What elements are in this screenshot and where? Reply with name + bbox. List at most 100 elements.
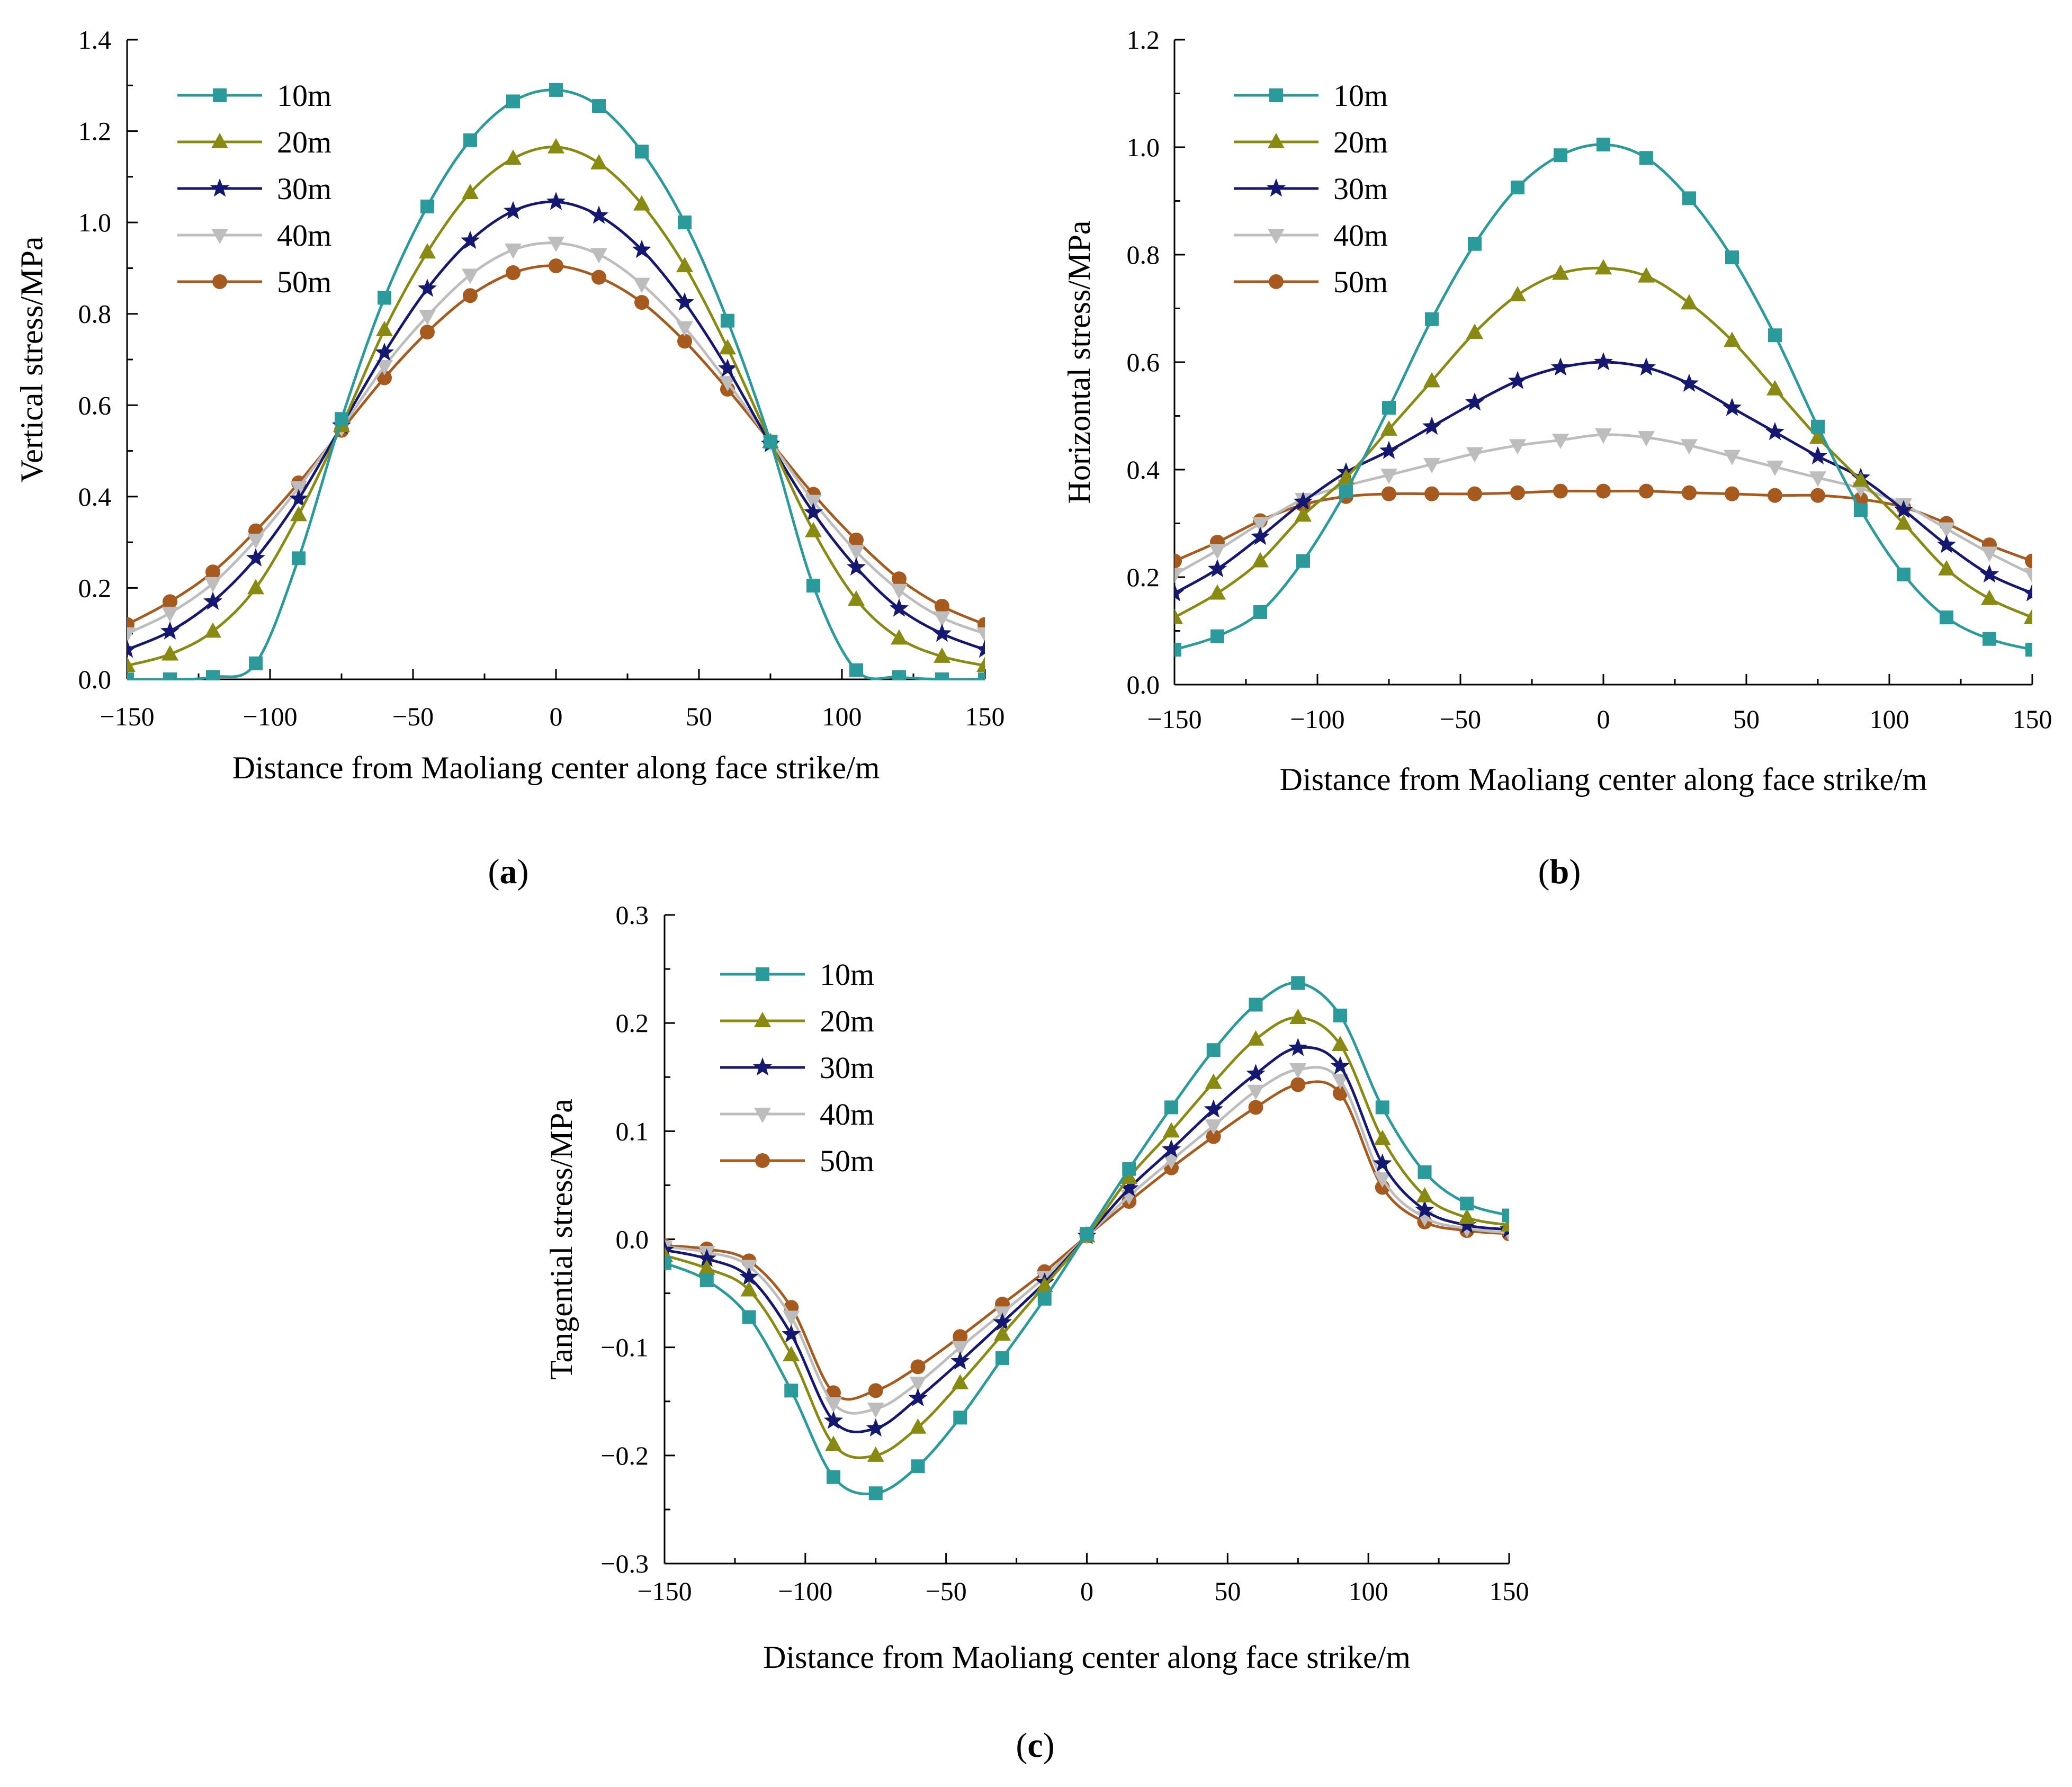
data-point-10m (1164, 1100, 1178, 1115)
legend-marker-40m (754, 1108, 771, 1123)
data-point-40m (719, 376, 736, 392)
series-line-40m (127, 241, 985, 635)
legend-label-40m: 40m (820, 1097, 874, 1132)
plot-area (1174, 137, 2032, 657)
chart-c-tangential-stress: −150 −100 −50 0 50 100 150 −0.3 −0.2 −0.1 0.0 0.1 0.… (544, 900, 1529, 1675)
legend-marker-30m (1266, 178, 1286, 197)
data-point-10m (1854, 503, 1868, 517)
data-point-40m (891, 583, 908, 599)
data-point-30m (503, 201, 523, 219)
data-point-10m (1502, 1208, 1509, 1223)
data-point-20m (247, 579, 264, 595)
data-point-40m (952, 1341, 969, 1357)
data-point-30m (717, 358, 738, 377)
y-tick-label: 1.4 (78, 25, 112, 55)
data-point-20m (934, 647, 950, 663)
data-point-50m (892, 571, 907, 587)
data-point-40m (1163, 1154, 1180, 1170)
data-point-50m (1768, 488, 1782, 503)
data-point-40m (1766, 460, 1783, 476)
data-point-50m (549, 258, 563, 274)
data-point-10m (163, 672, 177, 680)
data-point-10m (127, 672, 134, 680)
data-point-10m (1382, 401, 1396, 415)
data-point-40m (1724, 450, 1741, 465)
data-point-40m (162, 606, 178, 622)
x-tick-label: 100 (1870, 704, 1909, 734)
data-point-40m (1595, 428, 1612, 444)
data-point-10m (2025, 643, 2032, 657)
data-point-30m (2022, 583, 2032, 601)
data-point-30m (1246, 1064, 1266, 1082)
data-point-20m (1295, 506, 1312, 522)
data-point-20m (1380, 420, 1397, 436)
data-point-20m (127, 657, 136, 672)
data-point-30m (1207, 559, 1227, 578)
data-point-30m (160, 621, 180, 640)
data-point-20m (1338, 469, 1355, 484)
y-tick-label: 0.0 (1127, 670, 1160, 699)
x-tick-label: 100 (822, 702, 862, 731)
plot-area (665, 976, 1509, 1501)
x-tick-label: 150 (2013, 704, 2052, 734)
data-point-10m (784, 1384, 799, 1398)
data-point-40m (633, 277, 650, 293)
x-tick-label: 50 (686, 702, 712, 731)
data-point-30m (1508, 371, 1528, 389)
panel-label-b: (b) (1538, 852, 1581, 891)
data-point-50m (1510, 485, 1525, 500)
y-tick-label: 0.0 (78, 664, 112, 694)
data-point-10m (1249, 998, 1263, 1012)
data-point-20m (783, 1345, 800, 1361)
data-point-40m (805, 495, 822, 510)
y-tick-label: 1.0 (78, 208, 112, 237)
data-point-30m (1765, 422, 1785, 441)
legend-label-50m: 50m (277, 265, 331, 299)
data-point-30m (289, 489, 309, 507)
data-point-40m (1374, 1172, 1391, 1188)
x-tick-label: −150 (1147, 704, 1201, 734)
x-tick-label: −50 (1440, 704, 1481, 734)
y-tick-label: 0.0 (616, 1225, 649, 1254)
data-point-10m (1768, 328, 1782, 343)
data-point-50m (2025, 553, 2032, 569)
panel-label-c: (c) (1016, 1726, 1054, 1765)
data-point-50m (868, 1383, 883, 1398)
data-point-20m (1416, 1187, 1433, 1202)
data-point-20m (891, 629, 908, 645)
data-point-40m (825, 1397, 842, 1413)
data-point-10m (1418, 1165, 1432, 1179)
data-point-10m (721, 313, 734, 328)
data-point-20m (1252, 552, 1269, 568)
legend-label-20m: 20m (820, 1004, 874, 1038)
data-point-30m (546, 192, 566, 210)
legend: 10m 20m 30m 40m 50m (1234, 78, 1388, 299)
legend-marker-30m (210, 178, 230, 197)
data-point-20m (1852, 471, 1869, 487)
data-point-30m (1415, 1200, 1434, 1218)
data-point-30m (866, 1418, 885, 1437)
y-axis-title: Tangential stress/MPa (544, 1099, 579, 1380)
data-point-10m (592, 99, 606, 113)
legend-label-40m: 40m (277, 218, 331, 253)
legend-label-50m: 50m (1333, 265, 1388, 299)
legend-label-20m: 20m (277, 125, 331, 159)
data-point-30m (632, 239, 652, 258)
data-point-10m (635, 145, 649, 159)
data-point-40m (848, 545, 865, 561)
data-point-10m (1122, 1162, 1136, 1176)
data-point-50m (1290, 1077, 1306, 1092)
data-point-10m (892, 670, 906, 680)
data-point-30m (1894, 500, 1914, 518)
data-point-10m (953, 1411, 967, 1425)
legend-label-30m: 30m (1333, 172, 1388, 206)
data-point-50m (506, 265, 521, 281)
data-point-10m (742, 1310, 756, 1324)
data-point-20m (1036, 1277, 1053, 1292)
data-point-20m (376, 320, 393, 336)
data-point-40m (590, 248, 607, 264)
data-point-50m (377, 370, 392, 385)
data-point-20m (825, 1435, 842, 1451)
data-point-20m (590, 154, 607, 169)
